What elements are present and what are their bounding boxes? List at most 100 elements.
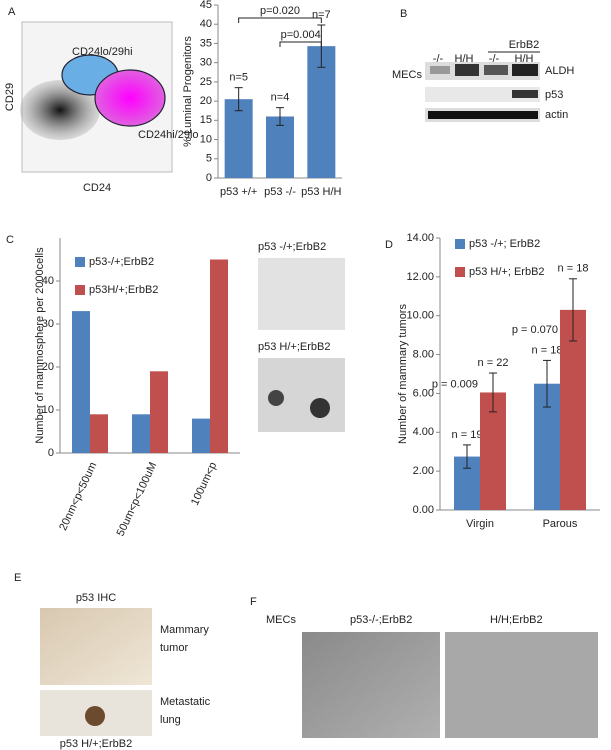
y-tick-label: 14.00	[406, 232, 434, 244]
panel-label: E	[14, 572, 21, 584]
band-label: actin	[545, 109, 568, 121]
gate-label: CD24hi/29lo	[138, 129, 199, 141]
x-tick-label: p53 -/-	[264, 186, 296, 198]
ihc-image	[40, 608, 152, 685]
y-axis-title: Number of mammary tumors	[397, 304, 409, 444]
n-label: n = 22	[478, 357, 509, 369]
n-label: n=5	[229, 72, 248, 84]
x-tick-label: 100um<p	[189, 460, 219, 507]
p-value: p=0.004	[281, 29, 321, 41]
band-label: ALDH	[545, 65, 574, 77]
x-tick-label: p53 +/+	[220, 186, 257, 198]
x-tick-label: 20nm<p<50um	[57, 460, 99, 532]
legend-swatch	[75, 257, 85, 267]
y-tick-label: 40	[42, 275, 54, 287]
y-tick-label: 45	[200, 0, 212, 11]
bar	[150, 371, 168, 453]
y-tick-label: 10	[42, 404, 54, 416]
lane-label: -/-	[489, 53, 500, 65]
bar	[132, 414, 150, 453]
blot-group: ErbB2	[509, 39, 540, 51]
n-label: n = 19	[452, 429, 483, 441]
bar	[192, 418, 210, 453]
y-tick-label: 0.00	[413, 504, 434, 516]
sample-label: MECs	[392, 69, 422, 81]
metastasis	[85, 706, 105, 726]
y-tick-label: 20	[42, 361, 54, 373]
panel-label: B	[400, 8, 407, 20]
panel-label: A	[8, 6, 16, 18]
bar	[72, 311, 90, 453]
y-tick-label: 2.00	[413, 465, 434, 477]
n-label: n=4	[271, 92, 290, 104]
lane-label: H/H	[455, 53, 474, 65]
x-tick-label: Parous	[543, 518, 578, 530]
panel-label: F	[250, 596, 257, 608]
ihc-label: Metastatic	[160, 696, 211, 708]
bar	[210, 259, 228, 453]
legend-label: p53 H/+; ErbB2	[469, 266, 545, 278]
sphere-image	[258, 258, 345, 330]
ihc-label: lung	[160, 714, 181, 726]
y-tick-label: 5	[206, 153, 212, 165]
sphere	[268, 390, 284, 406]
y-tick-label: 15	[200, 114, 212, 126]
culture-image	[302, 632, 440, 738]
y-tick-label: 30	[200, 57, 212, 69]
image-label: p53 -/+;ErbB2	[258, 241, 326, 253]
y-tick-label: 0	[206, 172, 212, 184]
legend-label: p53H/+;ErbB2	[89, 284, 158, 296]
x-tick-label: p53 H/H	[301, 186, 341, 198]
axis-label: CD29	[4, 83, 16, 111]
ihc-title: p53 IHC	[76, 592, 116, 604]
axis-label: CD24	[83, 182, 111, 194]
legend-label: p53-/+;ErbB2	[89, 256, 154, 268]
legend-swatch	[455, 267, 465, 277]
bar	[266, 116, 294, 178]
y-tick-label: 6.00	[413, 387, 434, 399]
panel-label: C	[6, 234, 14, 246]
n-label: n = 18	[532, 344, 563, 356]
y-tick-label: 10.00	[406, 310, 434, 322]
image-label: p53 H/+;ErbB2	[258, 341, 330, 353]
y-tick-label: 35	[200, 37, 212, 49]
culture-label: p53-/-;ErbB2	[350, 614, 412, 626]
y-tick-label: 12.00	[406, 271, 434, 283]
y-tick-label: 20	[200, 95, 212, 107]
ihc-label: Mammary	[160, 624, 209, 636]
bracket	[238, 17, 322, 23]
panel-label: D	[385, 239, 393, 251]
y-axis-title: Number of mammosphere per 2000cells	[34, 247, 46, 444]
bar	[224, 99, 253, 178]
y-tick-label: 8.00	[413, 348, 434, 360]
bar	[560, 309, 586, 510]
legend-swatch	[455, 239, 465, 249]
y-tick-label: 4.00	[413, 426, 434, 438]
y-tick-label: 25	[200, 76, 212, 88]
ihc-label: tumor	[160, 642, 188, 654]
n-label: n = 18	[558, 263, 589, 275]
culture-image	[445, 632, 598, 738]
y-tick-label: 10	[200, 133, 212, 145]
ihc-genotype: p53 H/+;ErbB2	[60, 738, 132, 750]
p-value: p = 0.009	[432, 378, 478, 390]
lane-label: H/H	[515, 53, 534, 65]
gate-label: CD24lo/29hi	[72, 46, 133, 58]
culture-sample: MECs	[266, 614, 296, 626]
flow-plot	[20, 21, 173, 173]
p-value: p = 0.070	[512, 324, 558, 336]
y-tick-label: 30	[42, 318, 54, 330]
legend-label: p53 -/+; ErbB2	[469, 238, 540, 250]
bar	[90, 414, 108, 453]
y-tick-label: 40	[200, 18, 212, 30]
sphere	[310, 398, 330, 418]
lane-label: -/-	[433, 53, 444, 65]
p-value: p=0.020	[260, 5, 300, 17]
legend-swatch	[75, 285, 85, 295]
x-tick-label: 50um<p<100uM	[115, 460, 160, 538]
y-tick-label: 0	[48, 447, 54, 459]
western-blot	[425, 62, 540, 122]
band-label: p53	[545, 89, 563, 101]
y-axis-title: % Luminal Progenitors	[182, 36, 194, 147]
